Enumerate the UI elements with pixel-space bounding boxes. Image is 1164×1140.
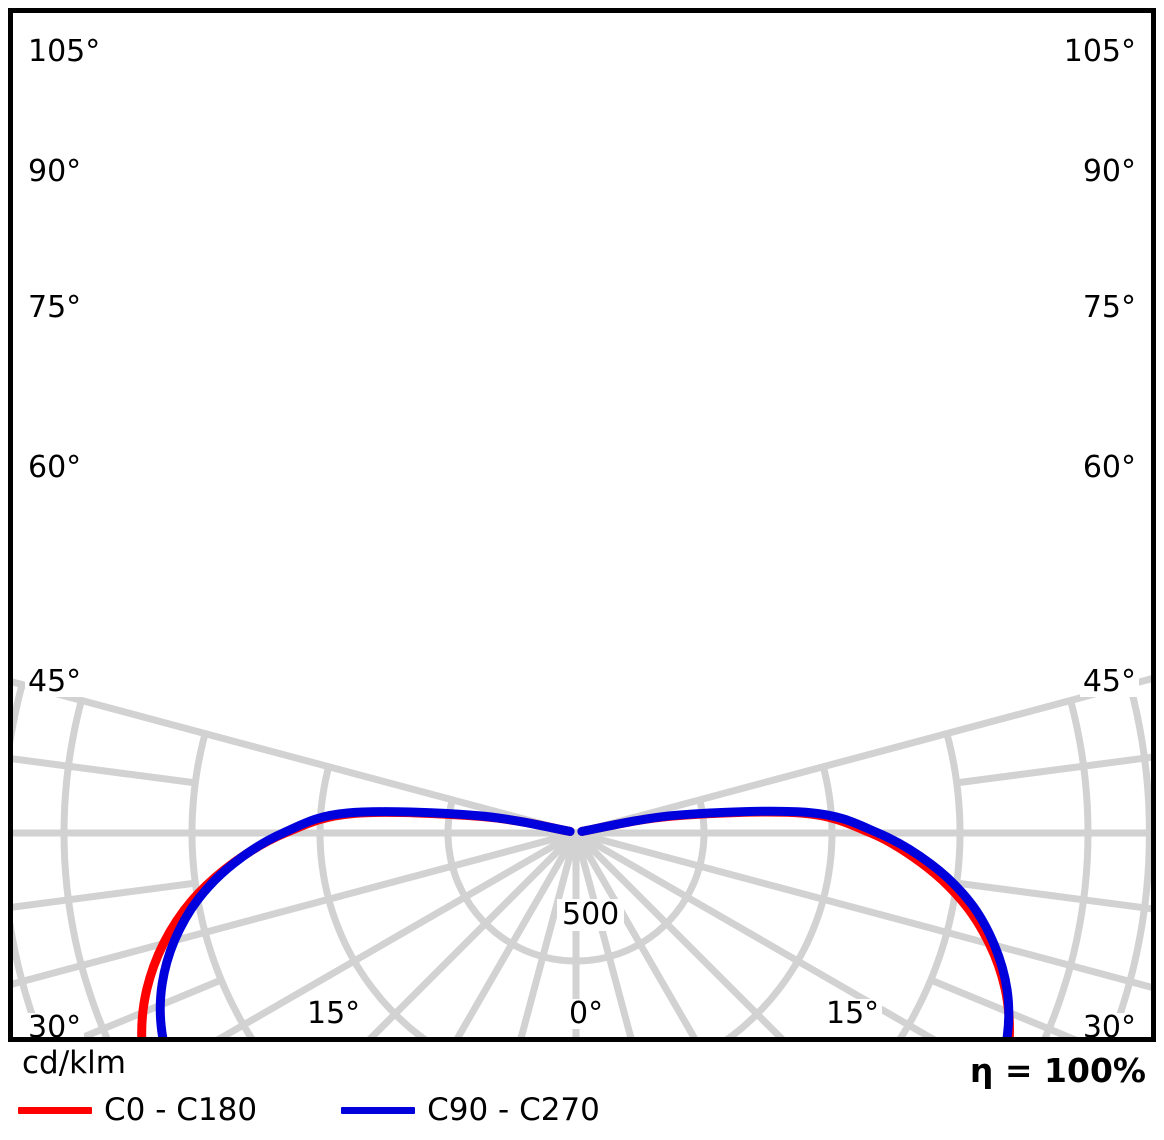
grid-ring: [188, 732, 964, 1037]
grid-spoke-minor: [929, 976, 1078, 1037]
grid-spoke-major: [13, 829, 577, 988]
angle-tick-right: 105°: [1060, 37, 1139, 67]
angle-tick-bottom: 15°: [304, 999, 364, 1029]
grid-spoke-major: [575, 829, 1151, 991]
grid-spoke-major: [573, 830, 785, 1037]
angle-tick-right: 60°: [1079, 453, 1139, 483]
chart-footer: cd/klm η = 100% C0 - C180 C90 - C270: [8, 1048, 1156, 1136]
legend-label: C90 - C270: [427, 1092, 600, 1128]
grid-ring: [60, 699, 1092, 1037]
polar-grid: [13, 675, 1151, 1037]
legend-color-swatch: [341, 1107, 416, 1114]
intensity-curves: [137, 806, 1014, 1037]
legend-entry: C90 - C270: [341, 1095, 600, 1126]
grid-spoke-major: [367, 830, 579, 1037]
radial-unit-label: cd/klm: [22, 1045, 126, 1081]
angle-tick-right: 45°: [1079, 667, 1139, 697]
legend-entry: C0 - C180: [18, 1095, 257, 1126]
grid-spoke-minor: [956, 753, 1151, 787]
angle-tick-left: 60°: [25, 453, 85, 483]
grid-spoke-minor: [956, 879, 1151, 913]
angle-tick-left: 90°: [25, 157, 85, 187]
grid-spoke-major: [215, 829, 578, 1037]
grid-spoke-major: [574, 829, 937, 1037]
grid-spoke-major: [517, 832, 580, 1037]
legend-label: C0 - C180: [104, 1092, 258, 1128]
grid-spoke-major: [572, 832, 635, 1037]
grid-ring: [316, 765, 836, 1037]
grid-spoke-major: [454, 831, 580, 1037]
intensity-curve: [155, 806, 1014, 1037]
chart-legend: C0 - C180 C90 - C270: [18, 1095, 600, 1126]
angle-tick-left: 30°: [25, 1013, 85, 1037]
angle-tick-right: 75°: [1079, 293, 1139, 323]
grid-spoke-minor: [13, 879, 196, 911]
grid-spoke-minor: [13, 755, 196, 787]
legend-color-swatch: [18, 1107, 92, 1114]
grid-spoke-major: [572, 831, 698, 1037]
polar-grid-and-curves: [13, 675, 1151, 1037]
angle-tick-left: 105°: [25, 37, 104, 67]
grid-spoke-major: [575, 675, 1151, 837]
angle-tick-left: 45°: [25, 667, 85, 697]
grid-spoke-minor: [74, 976, 223, 1037]
efficiency-value: η = 100%: [969, 1051, 1146, 1090]
angle-tick-right: 30°: [1079, 1013, 1139, 1037]
angle-tick-bottom: 15°: [823, 999, 883, 1029]
angle-tick-left: 75°: [25, 293, 85, 323]
angle-tick-bottom: 0°: [566, 999, 607, 1029]
chart-plot-area: 105° 90° 75° 60° 45° 30° 105° 90° 75° 60° 45° 30° 15…: [8, 8, 1156, 1042]
grid-spoke-major: [13, 678, 577, 837]
radial-tick-label: 500: [557, 899, 625, 931]
angle-tick-right: 90°: [1079, 157, 1139, 187]
